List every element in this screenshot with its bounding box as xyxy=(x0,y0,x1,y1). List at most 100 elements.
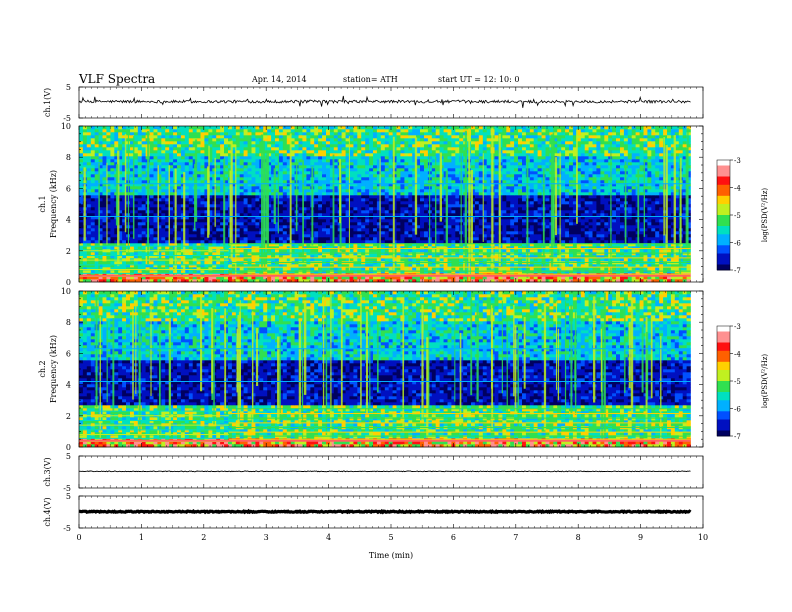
spectrogram-cell xyxy=(157,246,162,250)
spectrogram-cell xyxy=(137,240,143,244)
spectrogram-cell xyxy=(474,258,480,262)
spectrogram-cell xyxy=(106,258,111,262)
spectrogram-cell xyxy=(529,246,535,250)
spectrogram-cell xyxy=(569,207,574,211)
spectrogram-cell xyxy=(149,273,154,277)
spectrogram-cell xyxy=(369,234,374,238)
spectrogram-cell xyxy=(435,264,440,268)
spectrogram-cell xyxy=(616,213,621,217)
spectrogram-cell xyxy=(674,270,680,274)
spectrogram-cell xyxy=(306,240,311,244)
spectrogram-cell xyxy=(424,189,429,193)
spectrogram-cell xyxy=(384,210,390,214)
spectrogram-cell xyxy=(561,234,566,238)
spectrogram-cell xyxy=(239,228,244,232)
figure-title: VLF Spectra xyxy=(78,72,155,86)
spectrogram-cell xyxy=(231,252,237,256)
spectrogram-cell xyxy=(580,276,586,280)
spectrogram-cell xyxy=(169,270,174,274)
spectrogram-cell xyxy=(482,279,488,283)
spectrogram-cell xyxy=(514,258,519,262)
spectrogram-cell xyxy=(106,228,111,232)
spectrogram-cell xyxy=(314,234,319,238)
spectrogram-cell xyxy=(482,255,488,259)
spectrogram-cell xyxy=(298,246,303,250)
spectrogram-cell xyxy=(180,252,186,256)
spectrogram-cell xyxy=(239,189,244,193)
spectrogram-cell xyxy=(188,264,194,268)
spectrogram-cell xyxy=(400,243,405,247)
spectrogram-cell xyxy=(502,243,507,247)
spectrogram-cell xyxy=(267,267,272,271)
spectrogram-cell xyxy=(333,255,339,259)
spectrogram-cell xyxy=(188,237,194,241)
spectrogram-cell xyxy=(169,243,174,247)
spectrogram-cell xyxy=(447,225,452,229)
spectrogram-cell xyxy=(196,213,201,217)
spectrogram-cell xyxy=(478,270,484,274)
spectrogram-cell xyxy=(420,228,425,232)
spectrogram-cell xyxy=(251,252,256,256)
spectrogram-cell xyxy=(623,270,629,274)
spectrogram-cell xyxy=(90,279,96,283)
spectrogram-cell xyxy=(333,243,339,247)
spectrogram-cell xyxy=(329,264,335,268)
spectrogram-cell xyxy=(651,210,656,214)
spectrogram-cell xyxy=(655,198,660,202)
spectrogram-cell xyxy=(557,255,562,259)
spectrogram-cell xyxy=(133,234,139,238)
spectrogram-cell xyxy=(177,267,182,271)
spectrogram-cell xyxy=(255,204,260,208)
spectrogram-cell xyxy=(82,273,88,277)
spectrogram-cell xyxy=(310,249,315,253)
spectrogram-cell xyxy=(122,246,127,250)
spectrogram-cell xyxy=(596,213,601,217)
spectrogram-cell xyxy=(180,258,186,262)
spectrogram-cell xyxy=(506,264,511,268)
spectrogram-cell xyxy=(424,198,429,202)
spectrogram-cell xyxy=(478,231,484,235)
spectrogram-cell xyxy=(282,234,288,238)
spectrogram-cell xyxy=(282,210,288,214)
spectrogram-cell xyxy=(451,258,456,262)
spectrogram-cell xyxy=(518,240,523,244)
spectrogram-cell xyxy=(455,213,460,217)
spectrogram-cell xyxy=(220,228,225,232)
spectrogram-cell xyxy=(118,240,123,244)
spectrogram-cell xyxy=(596,252,601,256)
spectrogram-cell xyxy=(396,195,401,199)
spectrogram-cell xyxy=(79,207,84,211)
spectrogram-cell xyxy=(208,258,213,262)
spectrogram-cell xyxy=(459,252,464,256)
spectrogram-cell xyxy=(149,231,154,235)
spectrogram-cell xyxy=(682,264,687,268)
spectrogram-cell xyxy=(380,219,386,223)
spectrogram-cell xyxy=(518,195,523,199)
spectrogram-cell xyxy=(580,219,586,223)
spectrogram-cell xyxy=(620,219,625,223)
spectrogram-cell xyxy=(651,213,656,217)
spectrogram-cell xyxy=(161,255,166,259)
spectrogram-cell xyxy=(204,273,209,277)
spectrogram-cell xyxy=(655,258,660,262)
spectrogram-cell xyxy=(216,192,221,196)
spectrogram-cell xyxy=(565,258,570,262)
spectrogram-cell xyxy=(247,279,252,283)
spectrogram-cell xyxy=(286,249,292,253)
spectrogram-cell xyxy=(137,225,143,229)
spectrogram-cell xyxy=(482,228,488,232)
spectrogram-cell xyxy=(333,237,339,241)
spectrogram-cell xyxy=(592,207,597,211)
spectrogram-cell xyxy=(188,231,194,235)
spectrogram-cell xyxy=(318,225,323,229)
spectrogram-cell xyxy=(600,204,605,208)
spectrogram-cell xyxy=(177,261,182,265)
spectrogram-cell xyxy=(494,258,499,262)
spectrogram-cell xyxy=(130,234,135,238)
spectrogram-cell xyxy=(478,228,484,232)
spectrogram-cell xyxy=(584,222,589,226)
spectrogram-cell xyxy=(341,252,346,256)
spectrogram-cell xyxy=(357,246,362,250)
spectrogram-cell xyxy=(200,258,205,262)
spectrogram-cell xyxy=(447,192,452,196)
